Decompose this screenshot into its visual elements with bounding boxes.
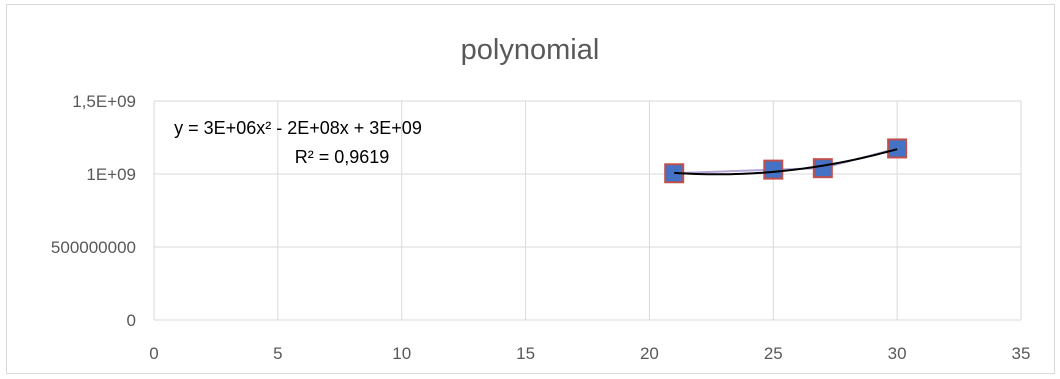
y-axis: 0 500000000 1E+09 1,5E+09 bbox=[51, 92, 136, 330]
trendline bbox=[674, 148, 898, 176]
x-tick-label: 35 bbox=[1012, 344, 1031, 363]
series-line bbox=[674, 147, 898, 175]
x-tick-label: 0 bbox=[149, 344, 158, 363]
series bbox=[664, 138, 908, 184]
trendline-curve bbox=[674, 148, 898, 176]
x-tick-label: 5 bbox=[273, 344, 282, 363]
x-tick-label: 15 bbox=[516, 344, 535, 363]
x-tick-label: 25 bbox=[764, 344, 783, 363]
trendline-equation: y = 3E+06x² - 2E+08x + 3E+09 bbox=[174, 118, 422, 138]
chart-area bbox=[6, 4, 1055, 374]
data-point bbox=[812, 158, 833, 179]
y-tick-label: 0 bbox=[127, 311, 136, 330]
x-axis: 0 5 10 15 20 25 30 35 bbox=[149, 344, 1030, 363]
y-tick-label: 500000000 bbox=[51, 238, 136, 257]
gridlines bbox=[153, 100, 1022, 321]
data-point bbox=[763, 159, 784, 180]
y-tick-label: 1,5E+09 bbox=[72, 92, 136, 111]
x-tick-label: 20 bbox=[640, 344, 659, 363]
chart-title: polynomial bbox=[460, 34, 600, 66]
trendline-r-squared: R² = 0,9619 bbox=[295, 147, 390, 167]
y-tick-label: 1E+09 bbox=[86, 165, 136, 184]
x-tick-label: 30 bbox=[888, 344, 907, 363]
x-tick-label: 10 bbox=[392, 344, 411, 363]
data-point bbox=[887, 138, 908, 159]
